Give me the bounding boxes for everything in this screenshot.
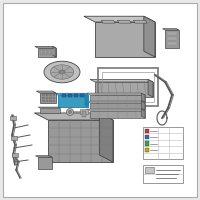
Polygon shape <box>133 20 147 23</box>
Bar <box>46 97 48 99</box>
Bar <box>40 49 42 55</box>
Bar <box>68 94 72 97</box>
Bar <box>144 148 148 152</box>
Polygon shape <box>90 103 145 110</box>
Polygon shape <box>148 79 153 97</box>
Bar <box>49 100 52 102</box>
Polygon shape <box>40 108 60 113</box>
Polygon shape <box>86 93 145 95</box>
Bar <box>46 94 48 96</box>
Bar <box>98 68 158 106</box>
Bar <box>10 136 16 140</box>
Ellipse shape <box>44 61 80 83</box>
Polygon shape <box>36 91 56 93</box>
Polygon shape <box>38 107 60 108</box>
Bar <box>167 32 177 35</box>
Circle shape <box>66 108 74 116</box>
Polygon shape <box>141 101 145 110</box>
Bar <box>42 97 44 99</box>
Polygon shape <box>53 46 56 57</box>
Bar <box>144 135 148 139</box>
Ellipse shape <box>50 65 74 79</box>
Polygon shape <box>84 16 155 22</box>
Polygon shape <box>55 93 88 95</box>
Bar <box>42 94 44 96</box>
Bar <box>80 109 88 114</box>
Bar <box>52 49 54 55</box>
Bar <box>167 37 177 40</box>
Polygon shape <box>101 20 115 23</box>
Bar <box>144 129 148 133</box>
Bar <box>144 141 148 146</box>
Bar <box>52 94 55 96</box>
Polygon shape <box>36 156 52 157</box>
Polygon shape <box>141 93 145 102</box>
Polygon shape <box>38 157 52 169</box>
Polygon shape <box>90 95 145 102</box>
Polygon shape <box>117 20 131 23</box>
Polygon shape <box>163 29 179 30</box>
Bar <box>167 42 177 45</box>
Polygon shape <box>95 82 153 97</box>
Bar <box>46 100 48 102</box>
Bar <box>48 49 50 55</box>
Bar <box>82 111 86 117</box>
Bar <box>102 72 154 102</box>
Circle shape <box>68 110 72 114</box>
Bar <box>10 116 16 120</box>
Bar <box>52 100 55 102</box>
Bar <box>62 94 66 97</box>
Bar <box>12 153 18 157</box>
Polygon shape <box>90 79 153 82</box>
Polygon shape <box>141 109 145 118</box>
Bar <box>74 94 78 97</box>
Polygon shape <box>95 22 155 57</box>
Polygon shape <box>34 113 113 120</box>
Bar <box>49 94 52 96</box>
Bar <box>52 97 55 99</box>
Bar <box>143 165 183 183</box>
Polygon shape <box>38 48 56 57</box>
Bar <box>145 167 154 173</box>
Polygon shape <box>85 93 88 107</box>
Bar <box>42 100 44 102</box>
Polygon shape <box>90 111 145 118</box>
Polygon shape <box>99 113 113 162</box>
Bar <box>44 49 46 55</box>
Polygon shape <box>86 101 145 103</box>
Ellipse shape <box>59 70 65 74</box>
Polygon shape <box>48 120 113 162</box>
Bar <box>49 97 52 99</box>
Polygon shape <box>165 30 179 48</box>
Polygon shape <box>86 109 145 111</box>
Bar <box>143 127 183 159</box>
Polygon shape <box>35 46 56 48</box>
Polygon shape <box>58 95 88 107</box>
Polygon shape <box>144 16 155 57</box>
Bar <box>80 94 84 97</box>
Polygon shape <box>40 93 56 103</box>
